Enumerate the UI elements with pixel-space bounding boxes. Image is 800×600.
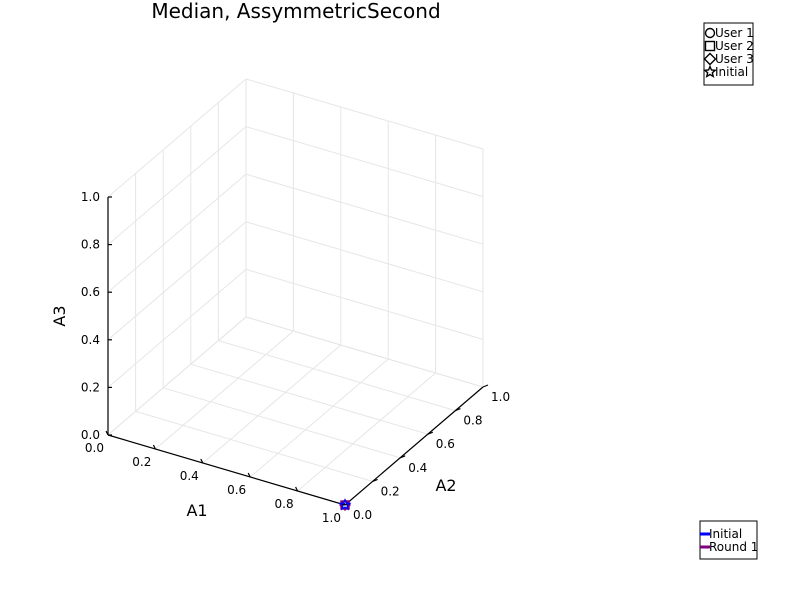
y-tick-label: 0.4 [408, 461, 427, 475]
grid-line [107, 316, 247, 436]
grid-line [218, 340, 456, 412]
y-tick [372, 478, 378, 482]
grid-line [245, 268, 484, 340]
y-tick-label: 1.0 [491, 390, 510, 404]
x-axis-label: A1 [186, 501, 207, 520]
grid-line [249, 358, 389, 478]
x-tick-label: 1.0 [322, 511, 341, 525]
x-tick [247, 472, 251, 478]
x-tick-label: 0.2 [132, 455, 151, 469]
tick-labels: 0.0 0.2 0.4 0.6 0.8 1.0 0.0 0.2 0.4 0.6 0.8 1.0 0.0 0… [81, 190, 510, 525]
axes [107, 197, 484, 506]
x-tick-label: 0.0 [85, 441, 104, 455]
grid-line [107, 221, 247, 341]
grid-line [107, 78, 247, 198]
grid-line [155, 330, 294, 450]
y-tick-label: 0.8 [463, 414, 482, 428]
grid-line [135, 410, 373, 482]
marker-legend-label: User 2 [715, 39, 754, 53]
x-axis-line [107, 434, 346, 506]
line-legend-box [699, 520, 758, 560]
y-tick [399, 455, 406, 459]
y-tick-label: 0.6 [436, 437, 455, 451]
y-axis-label: A2 [435, 476, 456, 495]
legend-star-icon [703, 64, 717, 78]
grid-line [297, 372, 436, 492]
data-points [338, 498, 352, 511]
grid-line [245, 173, 484, 245]
chart-title: Median, AssymmetricSecond [151, 0, 440, 23]
x-tick [295, 486, 299, 492]
legend-circle-icon [704, 27, 716, 39]
y-axis-line [344, 386, 484, 506]
legend-square-icon [704, 40, 716, 52]
grid-line [107, 126, 247, 245]
grid-line [245, 316, 484, 388]
line-legend-label: Round 1 [709, 540, 758, 554]
x-tick-label: 0.6 [227, 483, 246, 497]
y-tick-label: 0.0 [353, 508, 372, 522]
y-tick [455, 408, 461, 412]
y-tick [482, 384, 489, 388]
x-tick-label: 0.8 [275, 497, 294, 511]
marker-legend-label: User 3 [715, 52, 754, 66]
grid-line [107, 173, 247, 293]
x-tick [200, 458, 204, 464]
x-tick [105, 430, 109, 436]
z-tick-label: 0.6 [81, 285, 100, 299]
grid-line [202, 344, 342, 464]
grid-lines [107, 78, 484, 506]
y-tick-label: 0.2 [381, 484, 400, 498]
marker-legend-label: User 1 [715, 26, 754, 40]
marker-legend-label: Initial [715, 65, 748, 79]
z-tick-label: 1.0 [81, 190, 100, 204]
z-tick-label: 0.8 [81, 238, 100, 252]
grid-line [245, 126, 484, 198]
point-star [338, 498, 352, 511]
line-legend-label: Initial [709, 527, 742, 541]
grid-line [107, 269, 247, 388]
grid-line [190, 363, 428, 435]
y-tick [427, 431, 434, 435]
grid-line [163, 387, 401, 459]
z-tick-label: 0.2 [81, 380, 100, 394]
z-tick-label: 0.0 [81, 428, 100, 442]
legend-diamond-icon [703, 52, 717, 66]
grid-line [245, 221, 484, 293]
marker-legend-box [703, 22, 754, 86]
z-axis-label: A3 [50, 305, 69, 326]
z-tick-label: 0.4 [81, 333, 100, 347]
x-tick-label: 0.4 [180, 469, 199, 483]
grid-line [245, 78, 484, 150]
x-tick [152, 444, 156, 450]
